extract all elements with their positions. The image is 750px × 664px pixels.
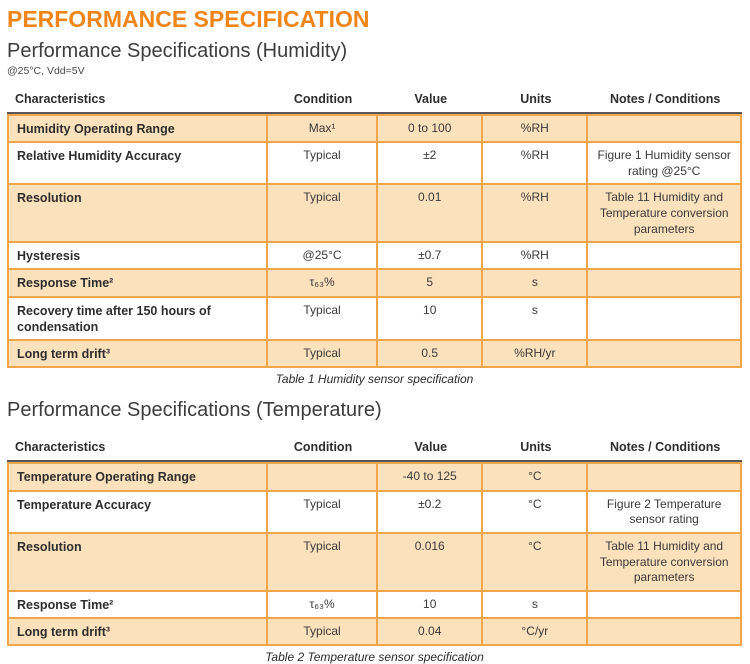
column-header: Value [378, 436, 484, 463]
characteristic-cell: Resolution [7, 185, 268, 244]
column-header: Characteristics [7, 88, 268, 114]
table-cell: Typical [267, 341, 379, 369]
column-header: Value [378, 88, 484, 114]
table-cell: %RH [483, 114, 589, 144]
humidity-spec-table: Characteristics Condition Value Units Notes … [7, 88, 742, 369]
characteristic-cell: Response Time² [7, 591, 268, 619]
characteristic-cell: Temperature Accuracy [7, 491, 268, 534]
characteristic-cell: Long term drift³ [7, 341, 268, 369]
table-cell: Typical [267, 533, 379, 592]
table-row: Response Time² τ₆₃% 5 s [7, 270, 742, 298]
table-row: Long term drift³ Typical 0.04 °C/yr [7, 618, 742, 647]
table-cell: Table 11 Humidity and Temperature conver… [588, 185, 742, 244]
test-conditions-note: @25°C, Vdd=5V [7, 65, 85, 77]
table-cell [588, 243, 742, 271]
table-cell: 5 [378, 270, 484, 298]
table-cell: °C/yr [483, 618, 589, 647]
table-row: Resolution Typical 0.01 %RH Table 11 Humidit… [7, 185, 742, 244]
table-cell [588, 114, 742, 144]
humidity-section: Performance Specifications (Humidity) @2… [7, 40, 742, 386]
table-cell [588, 618, 742, 647]
table-cell: 10 [378, 591, 484, 619]
table-cell [588, 462, 742, 492]
characteristic-cell: Recovery time after 150 hours of condens… [7, 297, 268, 342]
temperature-section: Performance Specifications (Temperature)… [7, 399, 742, 664]
table-row: Hysteresis @25°C ±0.7 %RH [7, 243, 742, 271]
table-cell: @25°C [267, 243, 379, 271]
column-header: Condition [267, 88, 379, 114]
temperature-spec-table: Characteristics Condition Value Units Notes … [7, 436, 742, 647]
table-cell: 0.5 [378, 341, 484, 369]
humidity-section-heading: Performance Specifications (Humidity) [7, 40, 348, 62]
table-cell: 0.016 [378, 533, 484, 592]
table-row: Response Time² τ₆₃% 10 s [7, 591, 742, 619]
table-cell [588, 297, 742, 342]
table-cell: °C [483, 462, 589, 492]
header-row: Characteristics Condition Value Units Notes … [7, 436, 742, 463]
column-header: Units [483, 88, 589, 114]
characteristic-cell: Temperature Operating Range [7, 462, 268, 492]
temperature-table-header: Characteristics Condition Value Units Notes … [7, 436, 742, 463]
table-cell: Max¹ [267, 114, 379, 144]
table-cell: Typical [267, 618, 379, 647]
table-cell: s [483, 297, 589, 342]
table-cell [588, 341, 742, 369]
table-cell: 0.04 [378, 618, 484, 647]
characteristic-cell: Resolution [7, 533, 268, 592]
table-cell: %RH/yr [483, 341, 589, 369]
table-cell: Typical [267, 491, 379, 534]
table-cell: s [483, 591, 589, 619]
table-row: Temperature Accuracy Typical ±0.2 °C Figure … [7, 491, 742, 534]
column-header: Condition [267, 436, 379, 463]
table-cell: Figure 1 Humidity sensor rating @25°C [588, 143, 742, 186]
column-header: Units [483, 436, 589, 463]
temperature-table-body: Temperature Operating Range -40 to 125 °C T… [7, 462, 742, 647]
table-cell: τ₆₃% [267, 270, 379, 298]
characteristic-cell: Hysteresis [7, 243, 268, 271]
table-cell: %RH [483, 185, 589, 244]
table-cell: Figure 2 Temperature sensor rating [588, 491, 742, 534]
table-cell: 0 to 100 [378, 114, 484, 144]
table-cell: °C [483, 533, 589, 592]
table-2-caption: Table 2 Temperature sensor specification [265, 650, 484, 664]
table-cell: 10 [378, 297, 484, 342]
table-row: Resolution Typical 0.016 °C Table 11 Humidit… [7, 533, 742, 592]
humidity-table-body: Humidity Operating Range Max¹ 0 to 100 %RH R… [7, 114, 742, 369]
characteristic-cell: Humidity Operating Range [7, 114, 268, 144]
table-cell: °C [483, 491, 589, 534]
table-row: Humidity Operating Range Max¹ 0 to 100 %RH [7, 114, 742, 144]
column-header: Notes / Conditions [588, 436, 742, 463]
characteristic-cell: Relative Humidity Accuracy [7, 143, 268, 186]
table-cell: -40 to 125 [378, 462, 484, 492]
table-cell: s [483, 270, 589, 298]
table-cell: %RH [483, 243, 589, 271]
table-cell [267, 462, 379, 492]
header-row: Characteristics Condition Value Units Notes … [7, 88, 742, 114]
table-cell: Table 11 Humidity and Temperature conver… [588, 533, 742, 592]
temperature-section-heading: Performance Specifications (Temperature) [7, 399, 382, 422]
page-title: PERFORMANCE SPECIFICATION [7, 6, 370, 32]
table-cell: ±0.2 [378, 491, 484, 534]
table-row: Relative Humidity Accuracy Typical ±2 %RH Fi… [7, 143, 742, 186]
table-cell: %RH [483, 143, 589, 186]
table-cell [588, 591, 742, 619]
table-cell: Typical [267, 185, 379, 244]
characteristic-cell: Response Time² [7, 270, 268, 298]
table-row: Recovery time after 150 hours of condens… [7, 297, 742, 342]
table-row: Temperature Operating Range -40 to 125 °C [7, 462, 742, 492]
characteristic-cell: Long term drift³ [7, 618, 268, 647]
table-1-caption: Table 1 Humidity sensor specification [275, 372, 474, 387]
table-row: Long term drift³ Typical 0.5 %RH/yr [7, 341, 742, 369]
table-cell: Typical [267, 143, 379, 186]
table-cell [588, 270, 742, 298]
table-cell: ±2 [378, 143, 484, 186]
table-cell: ±0.7 [378, 243, 484, 271]
column-header: Characteristics [7, 436, 268, 463]
column-header: Notes / Conditions [588, 88, 742, 114]
table-cell: Typical [267, 297, 379, 342]
table-cell: τ₆₃% [267, 591, 379, 619]
table-cell: 0.01 [378, 185, 484, 244]
humidity-table-header: Characteristics Condition Value Units Notes … [7, 88, 742, 114]
